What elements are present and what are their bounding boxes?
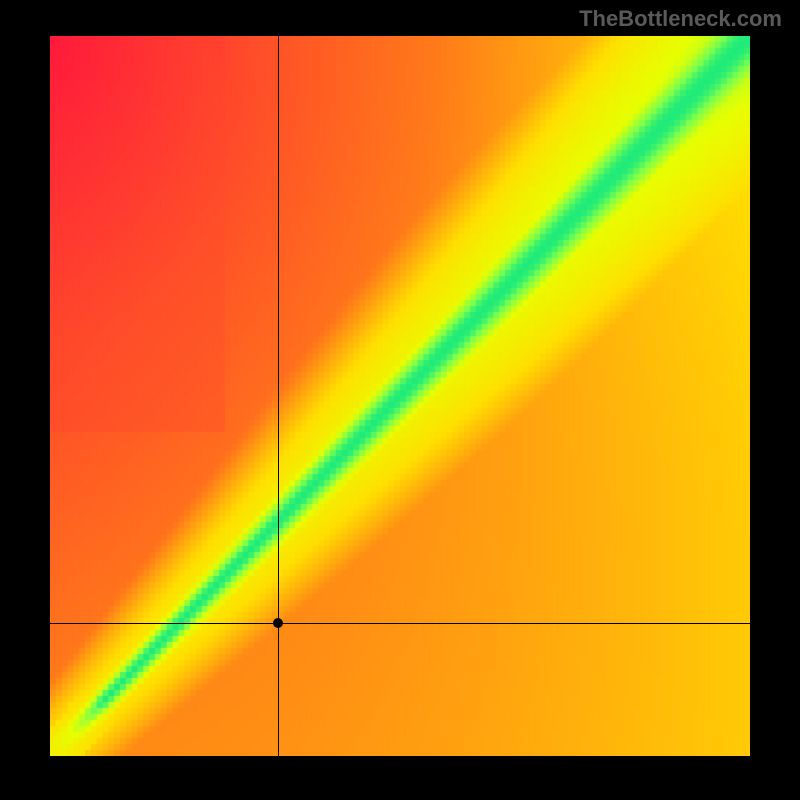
marker-dot	[273, 618, 283, 628]
chart-container: TheBottleneck.com	[0, 0, 800, 800]
heatmap-canvas	[50, 36, 750, 756]
watermark-text: TheBottleneck.com	[579, 6, 782, 32]
crosshair-vertical	[278, 36, 279, 756]
plot-area	[50, 36, 750, 756]
crosshair-horizontal	[50, 623, 750, 624]
